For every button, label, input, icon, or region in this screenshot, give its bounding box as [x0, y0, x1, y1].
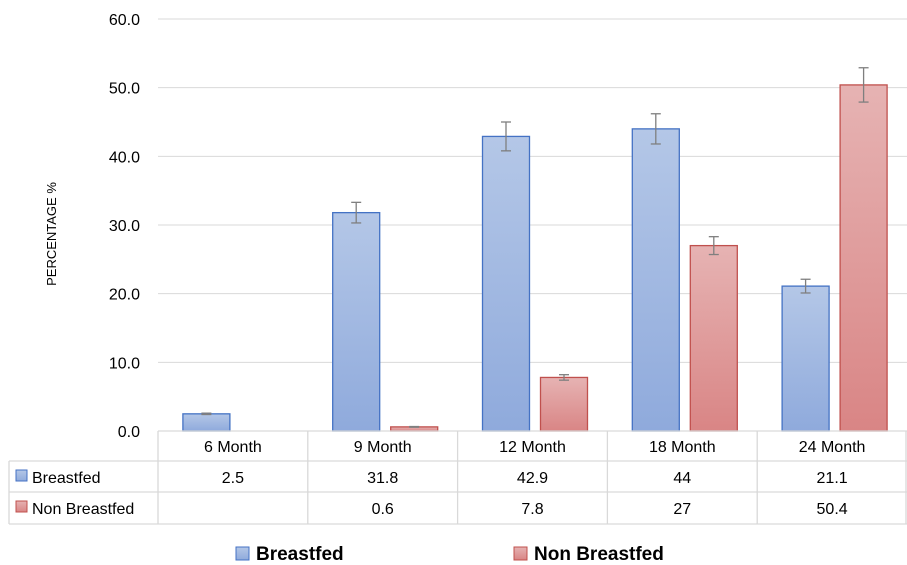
category-label: 9 Month	[354, 439, 412, 456]
bar-breastfed-9-month	[332, 211, 381, 432]
y-tick-label: 0.0	[118, 424, 140, 441]
y-axis-label: PERCENTAGE %	[44, 182, 59, 286]
table-cell: 27	[673, 501, 691, 518]
table-cell: 44	[673, 470, 691, 487]
bar-non-breastfed-24-month	[839, 84, 888, 432]
error-bar	[501, 121, 511, 152]
bar-non-breastfed-12-month	[539, 376, 589, 432]
y-tick-label: 10.0	[109, 355, 140, 372]
y-tick-label: 20.0	[109, 287, 140, 304]
y-tick-label: 40.0	[109, 149, 140, 166]
table-cell: 31.8	[367, 470, 398, 487]
category-label: 24 Month	[799, 439, 866, 456]
bar-breastfed-24-month	[781, 285, 830, 432]
legend: Breastfed Non Breastfed	[235, 544, 664, 565]
y-axis-ticks: 0.0 10.0 20.0 30.0 40.0 50.0 60.0	[109, 12, 140, 441]
data-table: 6 Month 9 Month 12 Month 18 Month 24 Month Br…	[8, 430, 907, 525]
table-row-label: Non Breastfed	[32, 501, 134, 518]
bars	[182, 67, 888, 432]
table-cell: 50.4	[817, 501, 848, 518]
category-label: 6 Month	[204, 439, 262, 456]
bar-breastfed-18-month	[631, 128, 680, 432]
table-cell: 0.6	[372, 501, 394, 518]
error-bar	[858, 67, 869, 103]
legend-swatch	[513, 546, 528, 561]
table-cell: 42.9	[517, 470, 548, 487]
legend-label: Non Breastfed	[534, 544, 664, 565]
y-tick-label: 60.0	[109, 12, 140, 29]
legend-label: Breastfed	[256, 544, 344, 565]
table-row-label: Breastfed	[32, 470, 100, 487]
error-bar	[559, 374, 569, 381]
error-bar	[351, 201, 362, 224]
category-label: 12 Month	[499, 439, 566, 456]
error-bar	[201, 412, 212, 416]
bar-breastfed-12-month	[481, 135, 531, 432]
error-bar	[650, 113, 661, 145]
error-bar	[409, 425, 420, 428]
bar-breastfed-6-month	[182, 413, 231, 432]
table-legend-key	[15, 500, 28, 513]
y-tick-label: 50.0	[109, 81, 140, 98]
table-cell: 21.1	[817, 470, 848, 487]
table-legend-key	[15, 469, 28, 482]
gridlines	[158, 18, 907, 432]
table-cell: 2.5	[222, 470, 244, 487]
y-tick-label: 30.0	[109, 218, 140, 235]
legend-swatch	[235, 546, 250, 561]
table-cell: 7.8	[521, 501, 543, 518]
error-bar	[708, 236, 719, 256]
error-bar	[800, 278, 811, 294]
bar-non-breastfed-18-month	[689, 244, 738, 432]
category-label: 18 Month	[649, 439, 716, 456]
